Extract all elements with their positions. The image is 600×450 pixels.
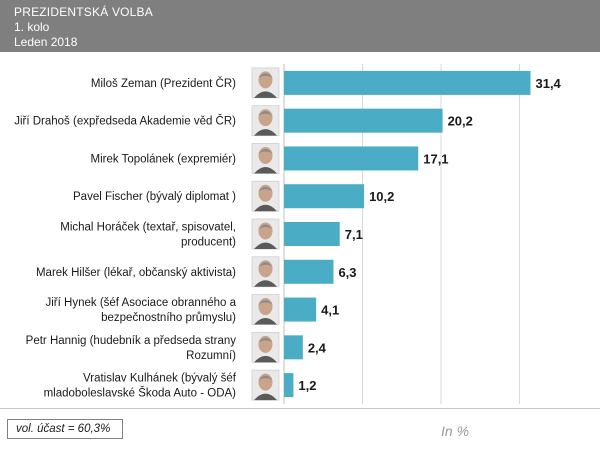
header-title: PREZIDENTSKÁ VOLBA [14,5,153,19]
photo-shoulders-icon [254,91,277,98]
category-label: Marek Hilšer (lékař, občanský aktivista) [36,267,236,279]
data-label: 20,2 [448,114,473,129]
photo-shoulders-icon [254,355,277,363]
category-label: Petr Hannig (hudebník a předseda strany [26,335,237,347]
photo-shoulders-icon [254,166,277,174]
bar [284,70,531,95]
category-label: Jiří Drahoš (expředseda Akademie věd ČR) [14,115,236,128]
photo-shoulders-icon [254,280,277,287]
photo-hair-icon [258,111,273,116]
data-label: 10,2 [369,189,394,204]
header-banner: PREZIDENTSKÁ VOLBA 1. kolo Leden 2018 [0,0,600,52]
category-label: Pavel Fischer (bývalý diplomat ) [73,191,236,203]
unit-label: In % [441,423,470,439]
turnout-box: vol. účast = 60,3% [7,419,123,439]
photo-shoulders-icon [254,129,277,136]
photo-hair-icon [258,337,273,343]
category-label: Mirek Topolánek (expremiér) [90,153,236,165]
header-round: 1. kolo [14,20,50,34]
data-label: 17,1 [423,151,448,166]
bar [284,222,340,246]
photo-shoulders-icon [254,242,277,249]
photo-hair-icon [258,262,273,267]
bar [284,373,294,398]
data-label: 1,2 [298,378,316,393]
category-label: Jiří Hynek (šéf Asociace obranného a [46,297,237,309]
data-label: 4,1 [321,303,339,318]
category-label: producent) [181,237,236,249]
bar [284,297,317,322]
bar [284,108,443,133]
category-label: Rozumní) [186,350,236,362]
photo-shoulders-icon [254,318,277,325]
photo-shoulders-icon [254,393,277,401]
photo-hair-icon [258,148,273,154]
bar [284,259,334,284]
photo-shoulders-icon [254,204,277,212]
category-label: Miloš Zeman (Prezident ČR) [91,77,236,90]
data-label: 7,1 [345,227,363,242]
header-date: Leden 2018 [14,35,78,49]
footer-divider [0,408,600,409]
data-label: 31,4 [535,76,561,91]
category-label: Michal Horáček (textař, spisovatel, [60,222,236,234]
category-label: bezpečnostního průmyslu) [101,312,236,324]
bar [284,184,365,209]
category-label: Vratislav Kulhánek (bývalý šéf [83,373,237,385]
photo-hair-icon [258,186,273,192]
bar [284,335,303,360]
data-label: 6,3 [338,265,356,280]
data-label: 2,4 [308,340,327,355]
photo-hair-icon [258,73,273,78]
bar [284,146,419,171]
photo-hair-icon [258,375,273,381]
photo-hair-icon [258,300,273,305]
photo-hair-icon [258,224,273,229]
category-label: mladoboleslavské Škoda Auto - ODA) [44,387,237,400]
